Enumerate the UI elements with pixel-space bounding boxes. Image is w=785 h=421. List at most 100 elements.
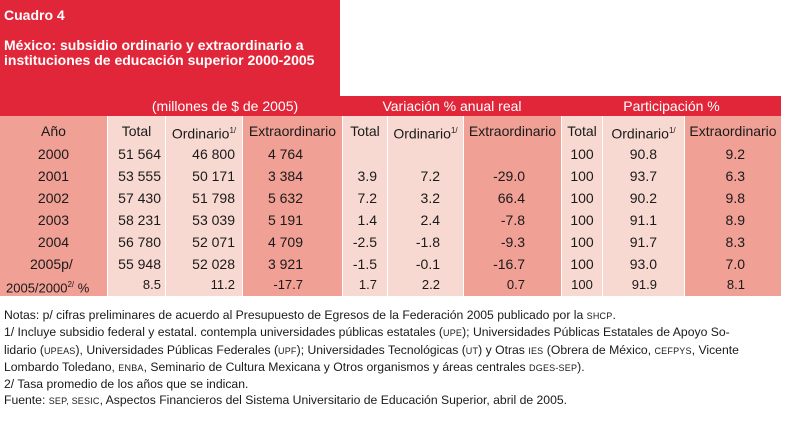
cell-p-extraordinario: 7.0 xyxy=(725,256,745,272)
title-box: Cuadro 4 México: subsidio ordinario y ex… xyxy=(0,0,340,96)
cell-v-extraordinario: 66.4 xyxy=(497,190,525,206)
table-label: Cuadro 4 xyxy=(4,7,65,23)
col-bg-extraordinario xyxy=(243,116,342,296)
cell-ordinario: 46 800 xyxy=(192,146,235,162)
cell-v-extraordinario: 0.7 xyxy=(506,277,525,292)
average-unit: % xyxy=(77,280,90,296)
note-1: 1/ Incluye subsidio federal y estatal. c… xyxy=(4,325,730,340)
col-bg-p-ordinario xyxy=(603,116,684,296)
cell-v-extraordinario: -16.7 xyxy=(493,256,525,272)
col-bg-anio xyxy=(0,116,107,296)
cell-extraordinario: 3 921 xyxy=(267,256,303,272)
cell-p-extraordinario: 9.2 xyxy=(725,146,745,162)
cell-p-total: 100 xyxy=(570,168,594,184)
cell-total: 8.5 xyxy=(142,277,161,292)
col-header-v-total: Total xyxy=(350,123,380,139)
col-header-v-ordinario: Ordinario1/ xyxy=(388,120,463,142)
cell-v-ordinario: -0.1 xyxy=(415,256,440,272)
cell-total: 53 555 xyxy=(118,168,161,184)
col-header-p-total: Total xyxy=(567,123,597,139)
average-label: 2005/2000 xyxy=(6,280,68,296)
cell-p-ordinario: 90.2 xyxy=(629,190,657,206)
cell-total: 57 430 xyxy=(118,190,161,206)
cell-v-extraordinario xyxy=(464,143,525,165)
cell-v-total: -2.5 xyxy=(352,234,377,250)
cell-anio: 2005p/ xyxy=(30,256,73,272)
cell-p-ordinario: 93.0 xyxy=(629,256,657,272)
cell-p-ordinario: 93.7 xyxy=(629,168,657,184)
cell-p-total: 100 xyxy=(570,256,594,272)
col-bg-v-total xyxy=(343,116,387,296)
cell-v-ordinario: 2.2 xyxy=(421,277,440,292)
cell-extraordinario: 3 384 xyxy=(267,168,303,184)
cell-p-total: 100 xyxy=(570,234,594,250)
cell-total: 55 948 xyxy=(118,256,161,272)
col-header-total: Total xyxy=(121,123,152,139)
cell-total: 58 231 xyxy=(118,212,161,228)
col-bg-v-ordinario xyxy=(388,116,463,296)
v-ordinario-label: Ordinario xyxy=(393,125,451,142)
cell-v-ordinario: 2.4 xyxy=(420,212,440,228)
cell-p-ordinario: 91.1 xyxy=(629,212,657,228)
cell-p-extraordinario: 8.1 xyxy=(726,277,745,292)
cell-ordinario: 52 071 xyxy=(192,234,235,250)
cell-v-total: 7.2 xyxy=(357,190,377,206)
note-source: Fuente: SEP, SESIC, Aspectos Financieros… xyxy=(4,393,568,408)
cell-v-extraordinario: -7.8 xyxy=(500,212,525,228)
cell-p-total: 100 xyxy=(570,190,594,206)
cell-p-ordinario: 91.9 xyxy=(631,277,657,292)
col-header-p-extraordinario: Extraordinario xyxy=(689,123,777,139)
cell-v-ordinario: -1.8 xyxy=(415,234,440,250)
group-millones: (millones de $ de 2005) xyxy=(151,98,299,114)
cell-ordinario: 50 171 xyxy=(192,168,235,184)
cell-p-extraordinario: 8.3 xyxy=(725,234,745,250)
table-title: México: subsidio ordinario y extraordina… xyxy=(4,37,315,68)
cell-v-extraordinario: -29.0 xyxy=(493,168,525,184)
cell-v-extraordinario: -9.3 xyxy=(500,234,525,250)
note-1-cont2: Lombardo Toledano, ENBA, Seminario de Cu… xyxy=(4,359,585,374)
group-variacion: Variación % anual real xyxy=(382,98,522,114)
cell-p-extraordinario: 8.9 xyxy=(725,212,745,228)
cell-p-total: 100 xyxy=(570,146,594,162)
col-header-extraordinario: Extraordinario xyxy=(248,123,337,139)
cell-anio: 2003 xyxy=(37,212,70,228)
cell-v-ordinario: 7.2 xyxy=(420,168,440,184)
group-participacion: Participación % xyxy=(623,98,720,114)
cell-ordinario: 51 798 xyxy=(192,190,235,206)
cell-extraordinario: 5 191 xyxy=(267,212,303,228)
cell-v-total: 1.4 xyxy=(357,212,377,228)
cell-p-extraordinario: 9.8 xyxy=(725,190,745,206)
v-ordinario-footnote: 1/ xyxy=(450,126,458,135)
cell-anio: 2004 xyxy=(37,234,70,250)
note-preliminary: Notas: p/ cifras preliminares de acuerdo… xyxy=(4,308,616,322)
col-header-v-extraordinario: Extraordinario xyxy=(468,123,557,139)
cell-v-ordinario xyxy=(388,143,440,165)
col-bg-ordinario xyxy=(166,116,242,296)
cell-ordinario: 11.2 xyxy=(210,277,235,292)
cell-v-ordinario: 3.2 xyxy=(420,190,440,206)
cell-anio-average: 2005/20002/ % xyxy=(6,274,107,296)
cell-p-extraordinario: 6.3 xyxy=(725,168,745,184)
notes: Notas: p/ cifras preliminares de acuerdo… xyxy=(4,307,782,410)
cell-ordinario: 53 039 xyxy=(192,212,235,228)
group-header-band xyxy=(0,96,781,116)
cell-anio: 2001 xyxy=(37,168,70,184)
cell-extraordinario: 4 764 xyxy=(267,146,303,162)
note-2: 2/ Tasa promedio de los años que se indi… xyxy=(4,377,249,392)
cell-v-total: 1.7 xyxy=(358,277,377,292)
col-header-ordinario: Ordinario1/ xyxy=(166,120,242,142)
cell-p-total: 100 xyxy=(570,212,594,228)
cell-extraordinario: 5 632 xyxy=(267,190,303,206)
cell-extraordinario: 4 709 xyxy=(267,234,303,250)
cell-v-total: -1.5 xyxy=(352,256,377,272)
cell-v-total: 3.9 xyxy=(357,168,377,184)
note-1-cont: lidario (UPEAS), Universidades Públicas … xyxy=(4,342,739,357)
col-header-anio: Año xyxy=(41,123,66,139)
cell-ordinario: 52 028 xyxy=(192,256,235,272)
cell-anio: 2002 xyxy=(37,190,70,206)
col-bg-p-extraordinario xyxy=(685,116,781,296)
p-ordinario-label: Ordinario xyxy=(611,125,669,142)
col-bg-p-total xyxy=(562,116,602,296)
cell-total: 51 564 xyxy=(118,146,161,162)
col-bg-v-extraordinario xyxy=(464,116,561,296)
